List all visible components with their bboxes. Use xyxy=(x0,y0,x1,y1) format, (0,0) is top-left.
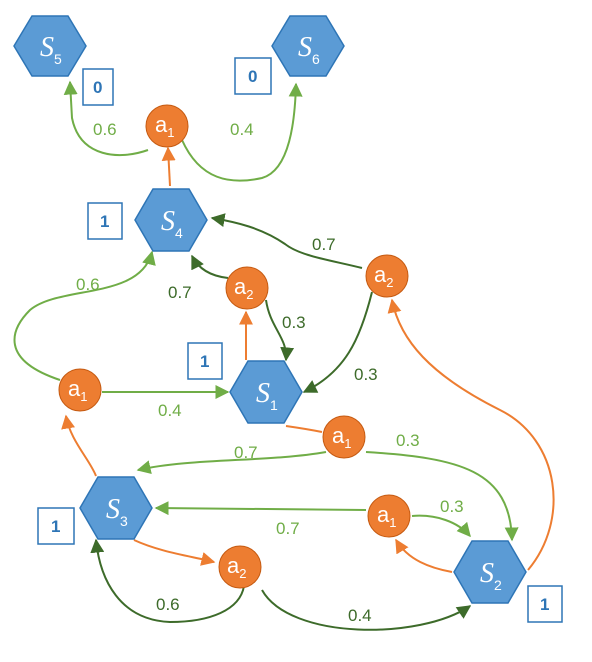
action-node-s3-a1: a1 xyxy=(58,368,102,412)
edge-s2a2-to-s4 xyxy=(210,213,363,269)
prob-label: 0.4 xyxy=(158,401,182,420)
edge-s3a2-to-s2 xyxy=(261,589,472,631)
edge-s3-to-a1 xyxy=(61,414,97,477)
action-node-s1-a2: a2 xyxy=(225,266,269,310)
prob-label: 0.7 xyxy=(312,235,336,254)
svg-text:S3: S3 xyxy=(106,494,128,529)
svg-text:a2: a2 xyxy=(227,553,246,581)
svg-text:S5: S5 xyxy=(40,32,62,67)
prob-label: 0.3 xyxy=(396,431,420,450)
prob-label: 0.4 xyxy=(230,120,254,139)
svg-text:1: 1 xyxy=(100,212,109,231)
prob-label: 0.4 xyxy=(348,606,372,625)
edge-s1-to-a1b xyxy=(285,425,323,433)
svg-text:1: 1 xyxy=(200,352,209,371)
svg-text:0: 0 xyxy=(93,78,102,97)
state-node-s5: S5 xyxy=(13,15,87,77)
prob-label: 0.6 xyxy=(93,120,117,139)
reward-box-s3: 1 xyxy=(37,507,75,545)
prob-label: 0.7 xyxy=(234,443,258,462)
state-node-s4: S4 xyxy=(134,188,208,252)
prob-label: 0.3 xyxy=(354,365,378,384)
svg-text:a2: a2 xyxy=(374,262,393,290)
prob-label: 0.6 xyxy=(76,275,100,294)
edge-s1a1b-to-s2 xyxy=(365,451,519,542)
svg-text:S1: S1 xyxy=(256,378,278,413)
state-node-s1: S1 xyxy=(229,360,303,424)
svg-text:a1: a1 xyxy=(377,502,396,530)
action-node-s3-a2: a2 xyxy=(218,545,262,589)
reward-box-s2: 1 xyxy=(527,585,563,623)
svg-text:1: 1 xyxy=(540,595,549,614)
reward-box-s4: 1 xyxy=(87,202,123,240)
state-node-s3: S3 xyxy=(79,476,153,540)
edge-s1a2-to-s4 xyxy=(191,254,229,279)
svg-text:S6: S6 xyxy=(298,32,320,67)
state-node-s2: S2 xyxy=(453,540,527,604)
action-node-s2-a1: a1 xyxy=(367,494,411,538)
edge-s2-to-a1 xyxy=(395,538,453,573)
action-node-s4-a1: a1 xyxy=(145,104,189,148)
prob-label: 0.3 xyxy=(282,313,306,332)
action-node-s2-a2: a2 xyxy=(365,254,409,298)
edge-s3-to-a2 xyxy=(133,539,216,566)
probability-labels: 0.6 0.4 0.7 0.6 0.7 0.3 0.3 0.4 0.7 0.3 … xyxy=(76,120,464,625)
svg-text:S2: S2 xyxy=(480,558,502,593)
prob-label: 0.7 xyxy=(276,519,300,538)
edge-s3a2-to-s3 xyxy=(90,538,245,624)
prob-label: 0.3 xyxy=(440,497,464,516)
prob-label: 0.7 xyxy=(168,283,192,302)
edges xyxy=(13,80,555,631)
edge-s2a1-to-s2 xyxy=(411,514,471,538)
edge-s1a1-to-s4 xyxy=(13,250,156,381)
state-node-s6: S6 xyxy=(271,15,345,77)
prob-label: 0.6 xyxy=(156,595,180,614)
edge-s1a1b-to-s3 xyxy=(136,451,327,474)
svg-text:0: 0 xyxy=(248,67,257,86)
svg-text:a1: a1 xyxy=(155,112,174,140)
svg-text:a1: a1 xyxy=(68,376,87,404)
edge-s4-to-a1 xyxy=(161,146,176,187)
svg-text:a1: a1 xyxy=(332,423,351,451)
svg-text:S4: S4 xyxy=(161,206,183,241)
edge-s2-to-a2 xyxy=(387,298,555,571)
reward-box-s5: 0 xyxy=(82,68,114,106)
edge-s4a1-to-s5 xyxy=(63,80,149,156)
reward-box-s1: 1 xyxy=(187,342,223,380)
edge-s1a2-to-s1 xyxy=(265,299,295,362)
reward-box-s6: 0 xyxy=(234,57,272,95)
edge-s4a1-to-s6 xyxy=(181,82,303,182)
edge-s2a2-to-s1 xyxy=(302,291,373,393)
svg-text:1: 1 xyxy=(51,517,60,536)
edge-s2a1-to-s3 xyxy=(154,501,367,516)
svg-text:a2: a2 xyxy=(234,274,253,302)
action-node-s1-a1: a1 xyxy=(322,415,366,459)
